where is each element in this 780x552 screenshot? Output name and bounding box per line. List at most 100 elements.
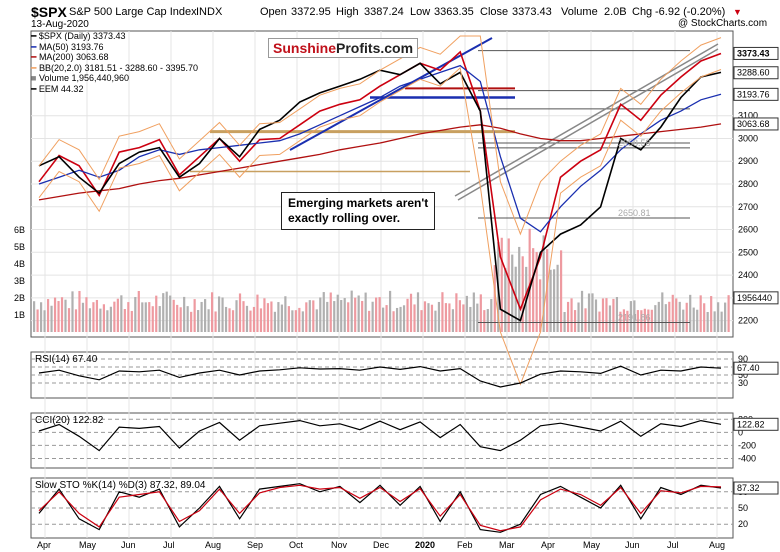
volume-bar: [654, 305, 657, 332]
price-tag-box: [733, 117, 779, 131]
volume-bar: [322, 292, 325, 332]
x-tick-label: May: [79, 540, 97, 550]
x-tick-label: Jul: [163, 540, 175, 550]
volume-bar: [371, 301, 374, 332]
volume-bar: [210, 292, 214, 332]
volume-bar: [696, 309, 699, 332]
x-tick-label: Apr: [541, 540, 555, 550]
x-tick-label: Jun: [625, 540, 640, 550]
volume-bar: [402, 305, 406, 332]
volume-bar: [559, 250, 563, 332]
volume-bar: [486, 309, 489, 332]
volume-bar: [650, 309, 653, 332]
volume-bar: [451, 309, 454, 332]
volume-bar: [141, 302, 144, 332]
volume-bar: [336, 294, 339, 332]
volume-label: Volume: [561, 6, 598, 18]
open-label: Open: [260, 6, 287, 18]
volume-bar: [273, 311, 277, 332]
volume-bar: [294, 310, 297, 332]
volume-value: 2.0B: [604, 6, 627, 18]
price-tick-label: 3000: [738, 133, 758, 143]
volume-bar: [64, 299, 67, 332]
volume-bar: [706, 311, 709, 332]
grid-lines: [31, 31, 733, 538]
price-tick-label: 2500: [738, 247, 758, 257]
low-value: 3363.35: [434, 6, 474, 18]
volume-bar: [483, 310, 486, 332]
volume-bar: [354, 297, 357, 332]
indicator-title: RSI(14) 67.40: [35, 354, 98, 365]
indicator-line: [38, 419, 722, 452]
volume-bar: [661, 292, 664, 332]
volume-bar: [249, 310, 252, 332]
volume-bar: [458, 300, 461, 332]
volume-bar: [85, 297, 88, 332]
volume-bar: [437, 301, 441, 332]
volume-bar: [252, 306, 256, 332]
series-lines: [38, 35, 722, 533]
volume-bar: [518, 246, 521, 332]
chart-header: $SPX S&P 500 Large Cap Index INDX 13-Aug…: [0, 0, 780, 30]
volume-bar: [598, 311, 601, 332]
volume-bar: [116, 298, 119, 332]
volume-bar: [266, 303, 270, 332]
indicator-tick-label: 0: [738, 427, 743, 437]
volume-bar: [678, 301, 681, 332]
volume-bar: [539, 279, 542, 332]
indicator-tick-label: -400: [738, 453, 756, 463]
x-tick-label: 2020: [415, 540, 435, 550]
volume-bar: [448, 303, 451, 332]
legend-eem: ━ EEM 44.32: [31, 83, 84, 94]
volume-bar: [99, 308, 102, 332]
volume-bar: [375, 297, 378, 332]
indicator-tick-label: 50: [738, 370, 748, 380]
volume-bar: [368, 310, 371, 332]
volume-bar: [67, 308, 71, 332]
indicator-title: CCI(20) 122.82: [35, 415, 104, 426]
price-tag: 1956440: [737, 293, 772, 303]
fib-label: 2650.81: [618, 208, 651, 218]
x-tick-label: Jun: [121, 540, 136, 550]
x-tick-label: Sep: [247, 540, 263, 550]
volume-bar: [39, 302, 43, 332]
x-tick-label: Aug: [709, 540, 725, 550]
rising-trend-line: [454, 43, 719, 197]
volume-bar: [444, 303, 448, 332]
volume-bar: [197, 310, 200, 332]
volume-bar: [151, 306, 154, 332]
volume-bar: [347, 302, 350, 332]
volume-bar: [88, 308, 92, 332]
volume-bar: [622, 309, 626, 332]
volume-bar: [643, 308, 646, 332]
volume-bar: [238, 293, 242, 332]
volume-bar: [120, 295, 123, 332]
volume-bar: [53, 297, 57, 332]
volume-bar: [256, 294, 259, 332]
indicator-tag: 122.82: [737, 419, 765, 429]
volume-bar: [416, 292, 420, 332]
volume-bar: [33, 301, 36, 332]
volume-bar: [95, 299, 99, 332]
indicator-tag: 87.32: [737, 483, 760, 493]
price-tag: 3288.60: [737, 68, 770, 78]
volume-bar: [664, 304, 667, 332]
fib-label: 2958.58: [618, 138, 651, 148]
volume-bar: [329, 292, 332, 332]
volume-bar: [326, 301, 329, 332]
volume-bar: [507, 238, 510, 332]
legend-bb: ━ BB(20,2.0) 3181.51 - 3288.60 - 3395.70: [31, 62, 199, 73]
indicator-line: [38, 484, 722, 532]
volume-tick-label: 6B: [14, 225, 25, 235]
x-tick-label: Nov: [331, 540, 348, 550]
price-tick-label: 2700: [738, 202, 758, 212]
price-tag-box: [733, 46, 779, 60]
low-label: Low: [410, 6, 431, 18]
volume-bar: [703, 303, 706, 332]
volume-bar: [500, 237, 503, 332]
volume-bar: [717, 302, 720, 332]
volume-bar: [713, 311, 716, 332]
volume-bar: [584, 308, 587, 332]
price-tag-box: [733, 291, 779, 305]
volume-bar: [287, 306, 290, 332]
